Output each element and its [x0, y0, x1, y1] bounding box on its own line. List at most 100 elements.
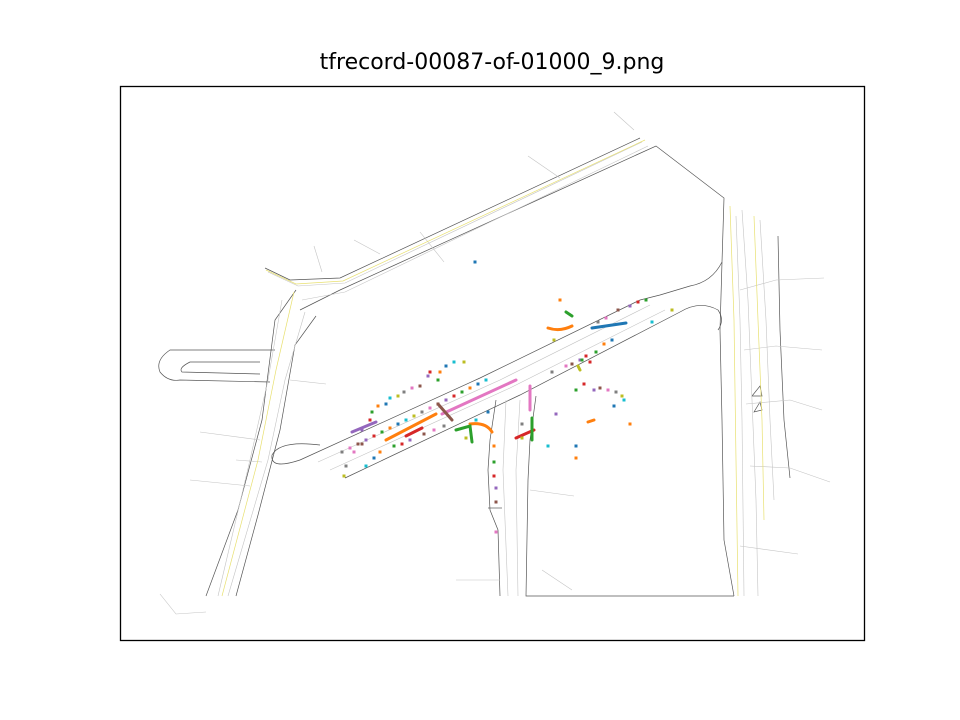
- agent-marker: [670, 308, 674, 312]
- lane-line: [745, 399, 823, 411]
- road-edge: [158, 349, 275, 383]
- agent-marker: [554, 412, 558, 416]
- agent-marker: [494, 486, 498, 490]
- agent-marker: [460, 390, 464, 394]
- agent-marker: [418, 384, 422, 388]
- lane-line: [527, 155, 561, 179]
- agent-marker: [356, 442, 360, 446]
- agent-marker: [344, 464, 348, 468]
- figure-title: tfrecord-00087-of-01000_9.png: [319, 50, 665, 75]
- road-edge: [525, 395, 734, 597]
- trajectory: [590, 321, 628, 330]
- agent-marker: [644, 298, 648, 302]
- agent-marker: [412, 414, 416, 418]
- lane-line: [515, 399, 521, 597]
- agent-marker: [404, 418, 408, 422]
- agent-marker: [400, 442, 404, 446]
- agent-marker: [372, 456, 376, 460]
- agent-marker: [380, 430, 384, 434]
- agent-marker: [384, 402, 388, 406]
- road-edge: [679, 305, 722, 331]
- center-line: [729, 205, 739, 597]
- lane-line: [541, 569, 573, 591]
- lane-line: [301, 145, 649, 301]
- agent-marker: [468, 386, 472, 390]
- lane-line: [353, 239, 381, 255]
- road-edge: [777, 235, 791, 479]
- agent-marker: [410, 386, 414, 390]
- road-edge: [271, 443, 321, 465]
- agent-marker: [484, 378, 488, 382]
- agent-marker: [578, 358, 582, 362]
- agent-marker: [494, 500, 498, 504]
- agent-marker: [570, 362, 574, 366]
- lane-line: [419, 231, 445, 263]
- agent-marker: [388, 396, 392, 400]
- agent-marker: [612, 404, 616, 408]
- agent-marker: [432, 428, 436, 432]
- agent-marker: [486, 410, 490, 414]
- lane-line: [613, 111, 635, 131]
- agent-marker: [492, 444, 496, 448]
- road-edge: [264, 137, 641, 281]
- agent-marker: [628, 304, 632, 308]
- lane-line: [159, 593, 207, 615]
- agent-marker: [420, 410, 424, 414]
- agent-marker: [402, 390, 406, 394]
- agent-marker: [438, 370, 442, 374]
- trajectory: [546, 324, 574, 332]
- agent-marker: [520, 436, 524, 440]
- trajectory: [440, 378, 518, 416]
- agent-marker: [372, 434, 376, 438]
- center-line: [221, 291, 295, 597]
- lane-line: [735, 215, 745, 597]
- agent-marker: [392, 444, 396, 448]
- agent-marker: [606, 388, 610, 392]
- lane-line: [749, 465, 831, 483]
- agent-marker: [610, 338, 614, 342]
- agent-marker: [462, 360, 466, 364]
- agent-marker: [396, 394, 400, 398]
- agent-marker: [473, 260, 477, 264]
- agent-marker: [474, 418, 478, 422]
- lane-line: [199, 431, 261, 441]
- agent-marker: [546, 444, 550, 448]
- agent-marker: [614, 390, 618, 394]
- road-edge: [205, 289, 297, 597]
- lane-line: [743, 345, 823, 351]
- agent-marker: [378, 450, 382, 454]
- lane-line: [317, 304, 651, 463]
- agent-marker: [348, 446, 352, 450]
- lane-line: [227, 311, 306, 597]
- lane-line: [289, 379, 327, 385]
- trajectory: [576, 364, 582, 372]
- agent-marker: [376, 404, 380, 408]
- center-line: [265, 139, 646, 285]
- trajectory: [350, 420, 378, 434]
- road-edge: [753, 401, 763, 413]
- road-edges: [158, 137, 791, 597]
- agent-marker: [388, 426, 392, 430]
- agent-marker: [360, 428, 364, 432]
- lane-line: [329, 309, 666, 471]
- road-edge: [344, 311, 681, 479]
- agent-marker: [396, 422, 400, 426]
- road-edge: [719, 261, 735, 597]
- lane-line: [267, 141, 643, 287]
- agent-marker: [444, 398, 448, 402]
- agent-marker: [588, 360, 592, 364]
- agent-marker: [620, 394, 624, 398]
- agent-marker: [452, 360, 456, 364]
- agent-marker: [616, 308, 620, 312]
- agent-marker: [628, 422, 632, 426]
- road-edge: [299, 299, 641, 461]
- agent-marker: [340, 450, 344, 454]
- agent-marker: [452, 394, 456, 398]
- center-lines: [221, 139, 765, 597]
- lane-line: [739, 545, 799, 555]
- agent-marker: [596, 320, 600, 324]
- road-edge: [487, 399, 501, 597]
- agent-marker: [598, 386, 602, 390]
- lane-line: [217, 299, 283, 597]
